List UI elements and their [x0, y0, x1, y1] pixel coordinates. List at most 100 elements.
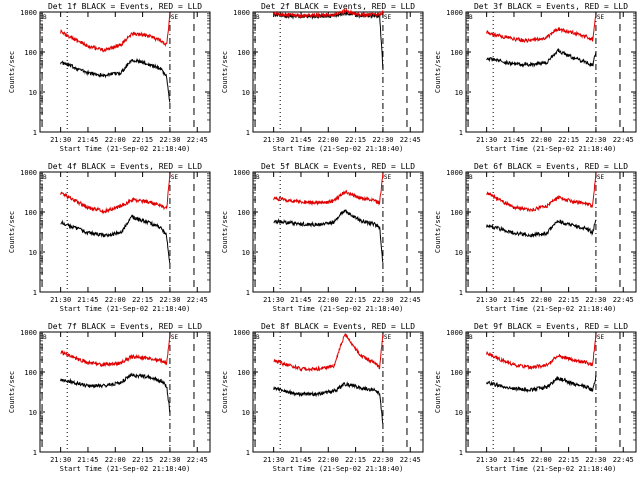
x-tick-label: 22:30	[585, 296, 606, 304]
marker-label-start: B	[43, 334, 47, 341]
series-line-events	[486, 219, 597, 238]
panel-det-7: Det 7f BLACK = Events, RED = LLD 1 10 100 10…	[8, 322, 211, 473]
y-tick-label: 1000	[20, 329, 37, 337]
panel-det-2: Det 2f BLACK = Events, RED = LLD 1 10 100 10…	[221, 2, 424, 153]
x-tick-label: 22:45	[400, 456, 421, 464]
y-tick-label: 10	[242, 409, 250, 417]
x-axis-label: Start Time (21-Sep-02 21:18:40)	[273, 465, 404, 473]
y-tick-label: 1000	[233, 9, 250, 17]
y-tick-label: 1	[33, 129, 37, 137]
y-tick-label: 1	[33, 449, 37, 457]
y-tick-label: 1	[459, 449, 463, 457]
panel-det-9: Det 9f BLACK = Events, RED = LLD 1 10 100 10…	[434, 322, 637, 473]
x-tick-label: 22:45	[613, 456, 634, 464]
y-tick-label: 1	[33, 289, 37, 297]
y-axis-label: Counts/sec	[8, 371, 16, 413]
x-tick-label: 22:00	[318, 136, 339, 144]
series-line-lld	[60, 12, 171, 53]
y-tick-label: 100	[24, 49, 37, 57]
x-tick-label: 22:45	[187, 296, 208, 304]
y-tick-label: 100	[237, 209, 250, 217]
x-tick-label: 22:15	[345, 456, 366, 464]
plot-frame	[252, 171, 424, 293]
y-tick-label: 10	[455, 249, 463, 257]
panel-title: Det 2f BLACK = Events, RED = LLD	[261, 2, 415, 11]
y-axis-label: Counts/sec	[8, 51, 16, 93]
y-tick-label: 10	[29, 249, 37, 257]
plot-frame	[39, 11, 211, 133]
panel-title: Det 8f BLACK = Events, RED = LLD	[261, 322, 415, 331]
x-tick-label: 22:00	[531, 296, 552, 304]
x-tick-label: 22:30	[372, 456, 393, 464]
x-tick-label: 21:30	[50, 296, 71, 304]
x-tick-label: 22:15	[558, 456, 579, 464]
marker-label-end: SE	[384, 334, 392, 341]
marker-label-start: B	[256, 334, 260, 341]
x-tick-label: 21:45	[77, 296, 98, 304]
x-tick-label: 22:15	[132, 136, 153, 144]
x-axis-label: Start Time (21-Sep-02 21:18:40)	[486, 145, 617, 153]
plot-frame	[465, 331, 637, 453]
panel-det-8: Det 8f BLACK = Events, RED = LLD 1 10 100 10…	[221, 322, 424, 473]
series-line-events	[60, 57, 171, 103]
series-line-events	[273, 209, 384, 263]
marker-label-end: SE	[171, 14, 179, 21]
x-tick-label: 21:30	[476, 136, 497, 144]
x-tick-label: 22:45	[613, 296, 634, 304]
y-axis-label: Counts/sec	[8, 211, 16, 253]
marker-label-end: SE	[384, 14, 392, 21]
x-tick-label: 22:15	[558, 136, 579, 144]
x-tick-label: 22:45	[400, 296, 421, 304]
y-tick-label: 10	[29, 89, 37, 97]
x-tick-label: 22:00	[105, 296, 126, 304]
panel-title: Det 3f BLACK = Events, RED = LLD	[474, 2, 628, 11]
marker-label-end: SE	[597, 174, 605, 181]
x-tick-label: 22:15	[132, 296, 153, 304]
y-tick-label: 1000	[446, 169, 463, 177]
x-tick-label: 21:45	[77, 136, 98, 144]
y-tick-label: 1	[246, 289, 250, 297]
x-tick-label: 22:30	[372, 136, 393, 144]
x-tick-label: 21:45	[503, 136, 524, 144]
panel-title: Det 4f BLACK = Events, RED = LLD	[48, 162, 202, 171]
panel-det-3: Det 3f BLACK = Events, RED = LLD 1 10 100 10…	[434, 2, 637, 153]
panel-det-4: Det 4f BLACK = Events, RED = LLD 1 10 100 10…	[8, 162, 211, 313]
x-axis-label: Start Time (21-Sep-02 21:18:40)	[60, 465, 191, 473]
series-line-events	[60, 372, 171, 413]
marker-label-start: B	[469, 334, 473, 341]
x-axis-label: Start Time (21-Sep-02 21:18:40)	[60, 305, 191, 313]
x-tick-label: 21:30	[50, 136, 71, 144]
y-tick-label: 1	[459, 289, 463, 297]
panel-title: Det 9f BLACK = Events, RED = LLD	[474, 322, 628, 331]
marker-label-start: B	[469, 174, 473, 181]
series-line-lld	[486, 333, 597, 371]
y-tick-label: 1	[246, 129, 250, 137]
y-tick-label: 1	[459, 129, 463, 137]
x-tick-label: 22:15	[132, 456, 153, 464]
x-tick-label: 21:30	[263, 296, 284, 304]
x-axis-label: Start Time (21-Sep-02 21:18:40)	[273, 305, 404, 313]
y-tick-label: 1000	[233, 329, 250, 337]
x-tick-label: 22:45	[187, 136, 208, 144]
marker-label-start: B	[469, 14, 473, 21]
series-line-events	[60, 214, 171, 264]
y-tick-label: 100	[450, 369, 463, 377]
series-line-events	[486, 374, 597, 393]
y-tick-label: 100	[24, 209, 37, 217]
series-line-events	[486, 47, 597, 68]
x-tick-label: 22:45	[613, 136, 634, 144]
series-line-lld	[60, 335, 171, 368]
y-axis-label: Counts/sec	[434, 371, 442, 413]
x-axis-label: Start Time (21-Sep-02 21:18:40)	[273, 145, 404, 153]
series-line-lld	[273, 333, 384, 373]
x-tick-label: 21:45	[503, 296, 524, 304]
y-tick-label: 100	[24, 369, 37, 377]
x-tick-label: 22:30	[159, 296, 180, 304]
y-tick-label: 100	[237, 49, 250, 57]
x-tick-label: 22:30	[585, 456, 606, 464]
x-tick-label: 22:30	[159, 456, 180, 464]
y-axis-label: Counts/sec	[221, 211, 229, 253]
series-line-lld	[486, 14, 597, 43]
x-tick-label: 22:15	[345, 136, 366, 144]
x-tick-label: 21:30	[263, 456, 284, 464]
